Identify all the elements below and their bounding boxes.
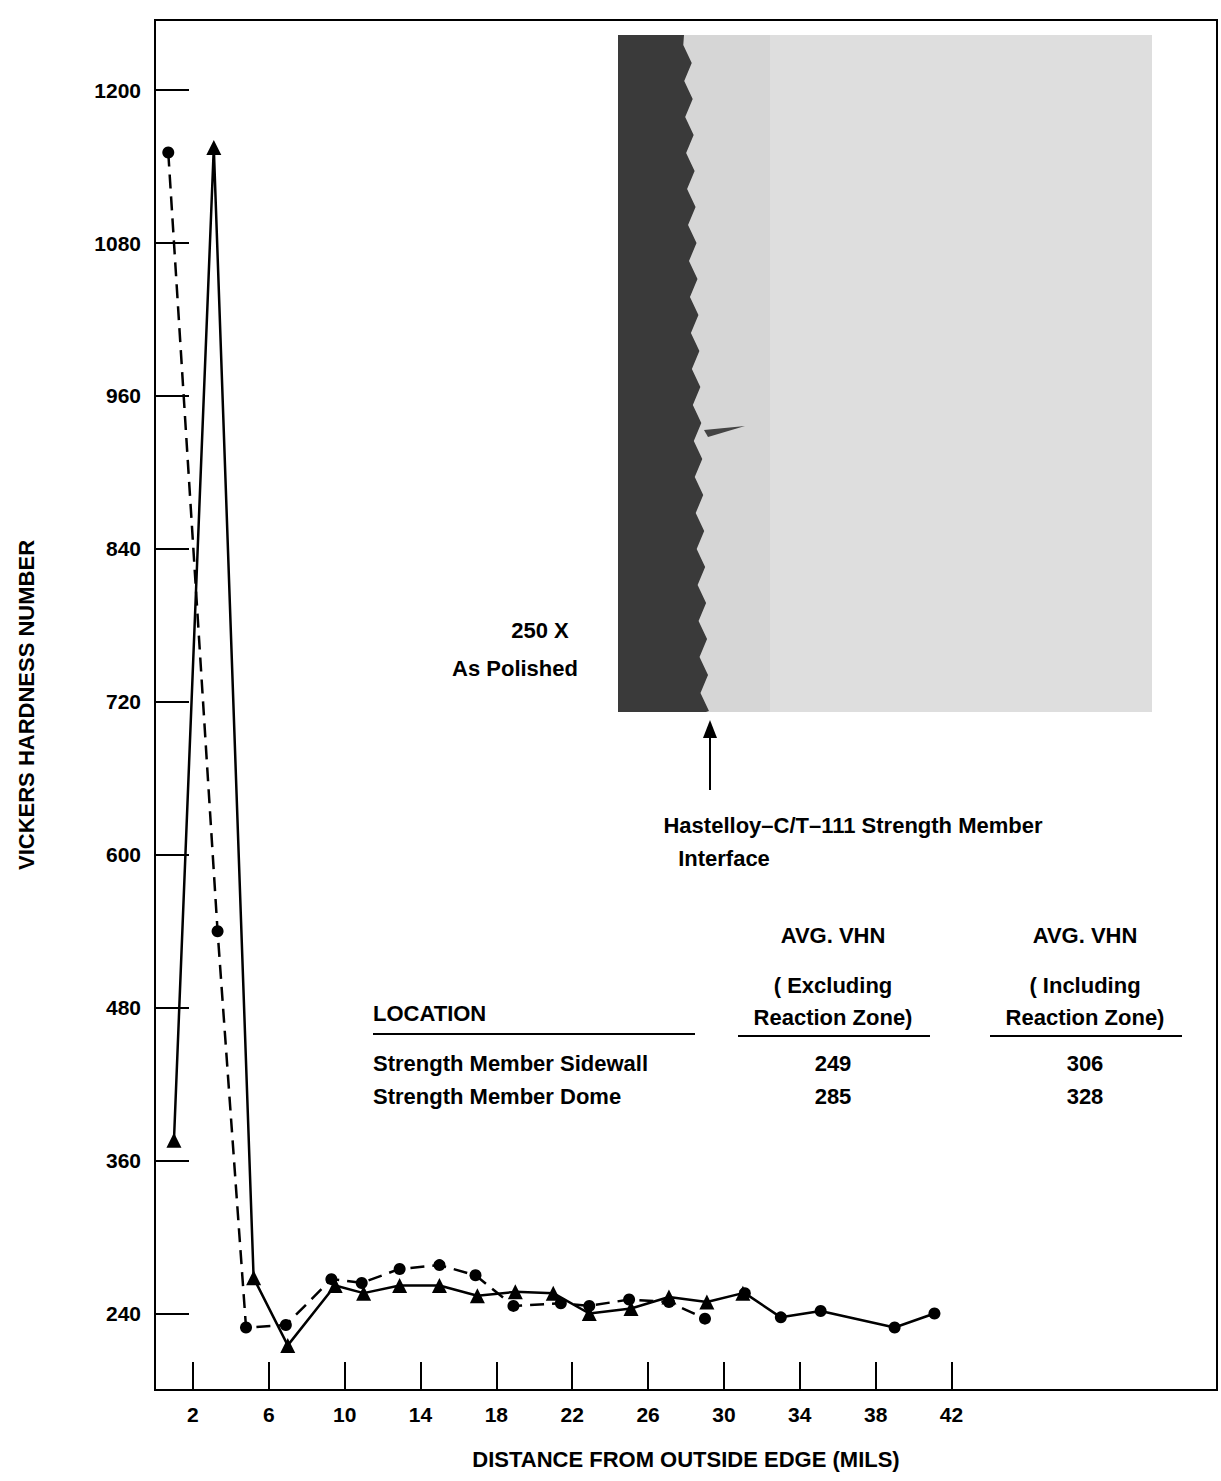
svg-text:285: 285 [815, 1084, 852, 1109]
svg-text:840: 840 [106, 537, 141, 560]
svg-text:AVG. VHN: AVG. VHN [1033, 923, 1138, 948]
svg-text:10: 10 [333, 1403, 356, 1426]
svg-text:Reaction Zone): Reaction Zone) [1006, 1005, 1165, 1030]
svg-text:Reaction Zone): Reaction Zone) [754, 1005, 913, 1030]
svg-text:14: 14 [409, 1403, 433, 1426]
svg-text:720: 720 [106, 690, 141, 713]
svg-text:42: 42 [940, 1403, 963, 1426]
svg-text:306: 306 [1067, 1051, 1104, 1076]
svg-text:VICKERS HARDNESS NUMBER: VICKERS HARDNESS NUMBER [14, 540, 39, 870]
svg-text:960: 960 [106, 384, 141, 407]
svg-text:LOCATION: LOCATION [373, 1001, 486, 1026]
svg-text:250 X: 250 X [511, 618, 569, 643]
svg-text:1200: 1200 [94, 79, 141, 102]
svg-text:30: 30 [712, 1403, 735, 1426]
svg-text:34: 34 [788, 1403, 812, 1426]
svg-text:( Excluding: ( Excluding [774, 973, 893, 998]
svg-text:DISTANCE FROM OUTSIDE EDGE (MI: DISTANCE FROM OUTSIDE EDGE (MILS) [472, 1447, 899, 1472]
svg-text:6: 6 [263, 1403, 275, 1426]
svg-text:Hastelloy–C/T–111 Strength Mem: Hastelloy–C/T–111 Strength Member [663, 813, 1042, 838]
svg-text:Interface: Interface [678, 846, 770, 871]
svg-text:( Including: ( Including [1029, 973, 1140, 998]
svg-text:480: 480 [106, 996, 141, 1019]
svg-text:328: 328 [1067, 1084, 1104, 1109]
svg-text:Strength Member Sidewall: Strength Member Sidewall [373, 1051, 648, 1076]
svg-text:18: 18 [485, 1403, 509, 1426]
svg-text:Strength Member Dome: Strength Member Dome [373, 1084, 621, 1109]
svg-text:22: 22 [561, 1403, 584, 1426]
svg-text:As Polished: As Polished [452, 656, 578, 681]
svg-text:38: 38 [864, 1403, 888, 1426]
svg-text:360: 360 [106, 1149, 141, 1172]
svg-text:AVG. VHN: AVG. VHN [781, 923, 886, 948]
svg-text:26: 26 [636, 1403, 659, 1426]
svg-text:600: 600 [106, 843, 141, 866]
svg-text:1080: 1080 [94, 232, 141, 255]
svg-text:240: 240 [106, 1302, 141, 1325]
svg-text:249: 249 [815, 1051, 852, 1076]
svg-text:2: 2 [187, 1403, 199, 1426]
